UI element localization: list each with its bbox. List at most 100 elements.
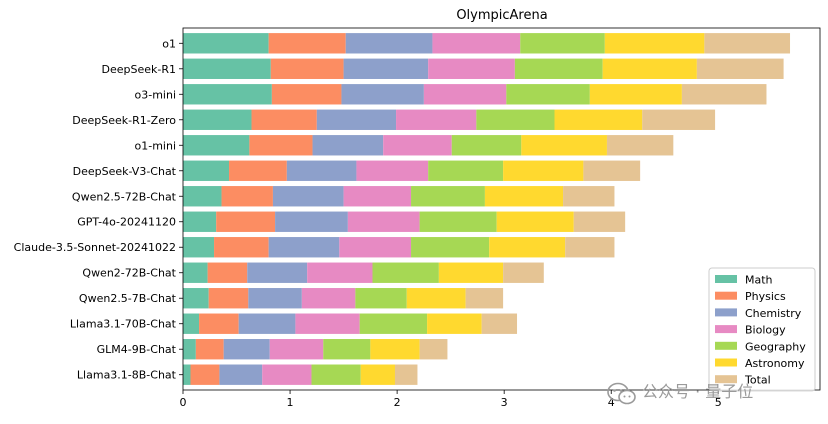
bar-segment xyxy=(183,160,230,181)
bar-segment xyxy=(183,211,217,232)
bar-segment xyxy=(221,186,273,207)
x-tick-label: 1 xyxy=(287,396,294,409)
bar-segment xyxy=(563,186,615,207)
legend-label: Math xyxy=(745,274,773,287)
y-tick-label: Llama3.1-8B-Chat xyxy=(77,369,177,382)
bar-segment xyxy=(195,339,224,360)
bar-segment xyxy=(268,33,346,54)
bar-segment xyxy=(270,58,344,79)
bar-segment xyxy=(275,211,348,232)
bar-segment xyxy=(681,84,767,105)
legend-swatch xyxy=(715,291,737,300)
x-tick-label: 2 xyxy=(394,396,401,409)
y-tick-label: Qwen2-72B-Chat xyxy=(82,267,176,280)
legend-label: Chemistry xyxy=(745,307,802,320)
bar-segment xyxy=(268,237,340,258)
bar-segment xyxy=(602,58,697,79)
x-tick-label: 5 xyxy=(715,396,722,409)
bar-segment xyxy=(208,288,249,309)
bar-segment xyxy=(183,339,196,360)
bar-segment xyxy=(311,364,361,385)
bar-segment xyxy=(642,109,716,130)
y-tick-label: DeepSeek-R1-Zero xyxy=(72,114,176,127)
bar-segment xyxy=(554,109,643,130)
bar-segment xyxy=(271,84,342,105)
legend: Math Physics Chemistry Biology Geography Astr… xyxy=(708,267,816,392)
bar-segment xyxy=(251,109,317,130)
bar-segment xyxy=(394,364,418,385)
bar-segment xyxy=(370,339,420,360)
bar-segment xyxy=(521,135,607,156)
x-tick-label: 0 xyxy=(180,396,187,409)
bar-segment xyxy=(307,262,373,283)
bar-segment xyxy=(339,237,412,258)
bar-segment xyxy=(183,262,208,283)
bars-layer xyxy=(183,33,791,385)
bar-segment xyxy=(411,237,490,258)
bar-segment xyxy=(506,84,590,105)
legend-label: Geography xyxy=(745,340,806,353)
y-tick-label: o3-mini xyxy=(135,88,177,101)
bar-segment xyxy=(183,84,272,105)
bar-segment xyxy=(262,364,312,385)
bar-segment xyxy=(343,58,429,79)
bar-segment xyxy=(606,135,674,156)
bar-segment xyxy=(249,135,313,156)
bar-segment xyxy=(207,262,248,283)
x-tick-label: 3 xyxy=(501,396,508,409)
bar-segment xyxy=(704,33,791,54)
bar-segment xyxy=(183,237,215,258)
y-tick-label: Llama3.1-70B-Chat xyxy=(70,318,177,331)
bar-segment xyxy=(341,84,424,105)
legend-label: Astronomy xyxy=(745,357,805,370)
x-tick-label: 4 xyxy=(608,396,615,409)
y-axis: o1 DeepSeek-R1 o3-mini DeepSeek-R1-Zero o1-m… xyxy=(14,37,183,382)
bar-segment xyxy=(183,33,269,54)
bar-segment xyxy=(355,288,407,309)
bar-segment xyxy=(565,237,615,258)
bar-segment xyxy=(286,160,357,181)
bar-segment xyxy=(214,237,269,258)
bar-segment xyxy=(489,237,566,258)
bar-segment xyxy=(216,211,276,232)
y-tick-label: GPT-4o-20241120 xyxy=(77,216,176,229)
bar-segment xyxy=(272,186,344,207)
bar-segment xyxy=(589,84,682,105)
bar-segment xyxy=(484,186,564,207)
bar-segment xyxy=(345,33,433,54)
bar-segment xyxy=(199,313,239,334)
bar-segment xyxy=(428,58,515,79)
y-tick-label: DeepSeek-V3-Chat xyxy=(73,165,177,178)
bar-segment xyxy=(696,58,784,79)
bar-segment xyxy=(269,339,324,360)
bar-segment xyxy=(183,109,252,130)
legend-swatch xyxy=(715,375,737,384)
watermark: 公众号 · 量子位 xyxy=(607,382,753,405)
bar-segment xyxy=(248,288,302,309)
bar-segment xyxy=(481,313,518,334)
bar-segment xyxy=(219,364,263,385)
y-tick-label: Qwen2.5-72B-Chat xyxy=(72,190,177,203)
x-axis: 0 1 2 3 4 5 xyxy=(180,390,722,409)
bar-segment xyxy=(343,186,412,207)
bar-segment xyxy=(247,262,308,283)
legend-label: Biology xyxy=(745,324,786,337)
bar-segment xyxy=(229,160,287,181)
bar-segment xyxy=(406,288,466,309)
bar-segment xyxy=(419,211,497,232)
bar-segment xyxy=(411,186,485,207)
bar-segment xyxy=(183,288,209,309)
bar-segment xyxy=(573,211,626,232)
bar-segment xyxy=(183,313,200,334)
y-tick-label: Qwen2.5-7B-Chat xyxy=(79,292,177,305)
bar-segment xyxy=(183,135,250,156)
bar-segment xyxy=(520,33,605,54)
bar-segment xyxy=(476,109,555,130)
bar-segment xyxy=(465,288,504,309)
bar-segment xyxy=(238,313,296,334)
bar-segment xyxy=(432,33,521,54)
bar-segment xyxy=(347,211,420,232)
bar-segment xyxy=(183,186,222,207)
y-tick-label: o1-mini xyxy=(135,139,177,152)
